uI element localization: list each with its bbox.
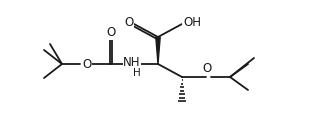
Text: OH: OH [183, 15, 201, 29]
Text: O: O [82, 58, 92, 70]
Text: NH: NH [123, 56, 141, 70]
Polygon shape [156, 37, 160, 64]
Text: H: H [133, 68, 141, 78]
Text: O: O [202, 62, 212, 76]
Text: O: O [106, 27, 116, 39]
Text: O: O [124, 16, 134, 29]
